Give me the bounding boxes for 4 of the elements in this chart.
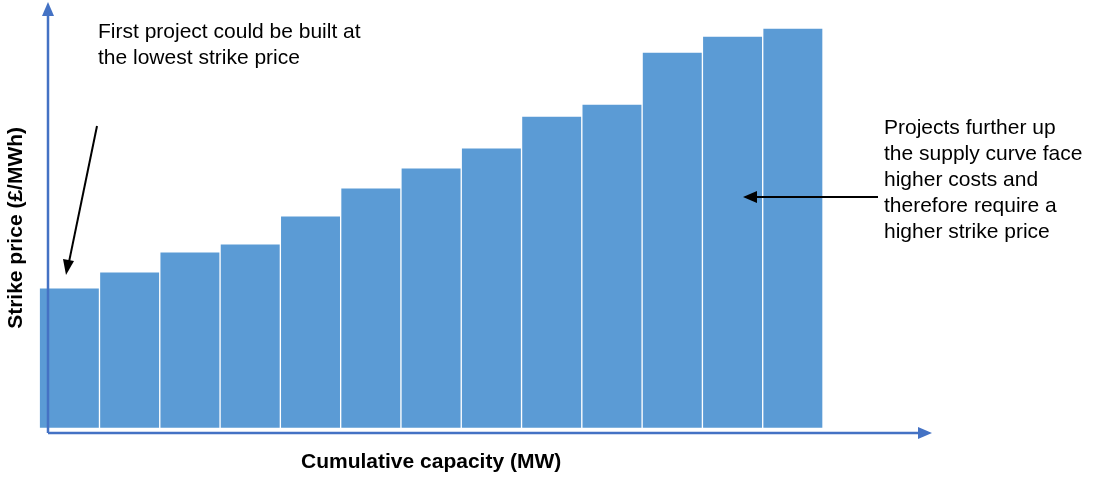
y-axis-title: Strike price (£/MWh) (3, 126, 27, 329)
annotation: First project could be built at the lowest strike price (98, 18, 362, 70)
x-axis-title: Cumulative capacity (MW) (300, 449, 562, 473)
text: Projects further up the supply curve face higher costs and therefore require a higher strike price (884, 114, 1084, 244)
